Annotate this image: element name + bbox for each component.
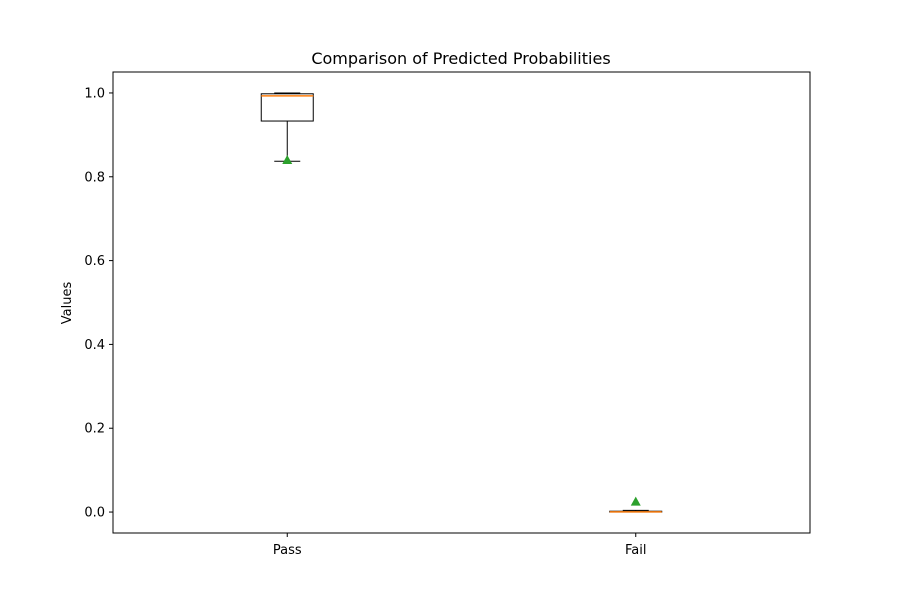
mean-marker	[282, 155, 293, 165]
chart-title: Comparison of Predicted Probabilities	[311, 49, 610, 68]
y-tick-label: 0.6	[84, 254, 105, 269]
y-axis: 0.0 0.2 0.4 0.6 0.8 1.0	[84, 86, 113, 521]
plot-frame	[112, 71, 811, 534]
box-pass	[260, 92, 314, 165]
mean-marker	[630, 496, 641, 506]
y-axis-label: Values	[60, 282, 75, 325]
box-iqr	[260, 93, 314, 122]
box-fail	[609, 496, 663, 513]
y-tick-label: 0.4	[84, 338, 105, 353]
x-tick-label: Pass	[273, 543, 302, 558]
y-tick-label: 0.8	[84, 170, 105, 185]
x-tick-label: Fail	[625, 543, 646, 558]
y-tick-label: 0.2	[84, 422, 105, 437]
plot-area	[260, 92, 663, 513]
y-tick-label: 1.0	[84, 86, 105, 101]
y-tick-label: 0.0	[84, 506, 105, 521]
x-axis: Pass Fail	[273, 533, 646, 558]
